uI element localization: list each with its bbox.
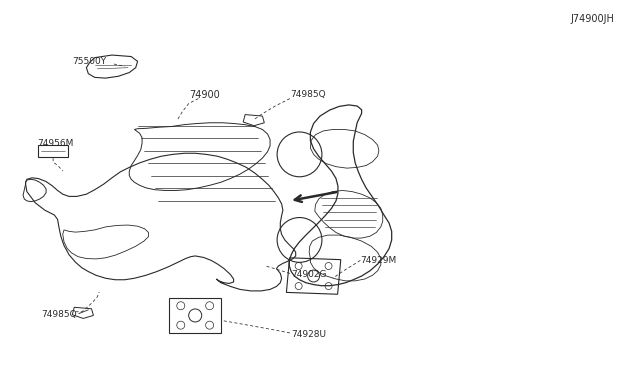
Text: 74900: 74900 [189, 90, 220, 100]
Text: 74956M: 74956M [37, 139, 74, 148]
Text: 75500Y: 75500Y [72, 57, 106, 66]
Text: 74985Q: 74985Q [290, 90, 326, 99]
Text: J74900JH: J74900JH [570, 14, 614, 23]
Text: 74929M: 74929M [360, 256, 397, 265]
Text: 74985Q: 74985Q [42, 310, 77, 319]
Text: 74928U: 74928U [291, 330, 326, 339]
Text: 74902G: 74902G [291, 270, 326, 279]
